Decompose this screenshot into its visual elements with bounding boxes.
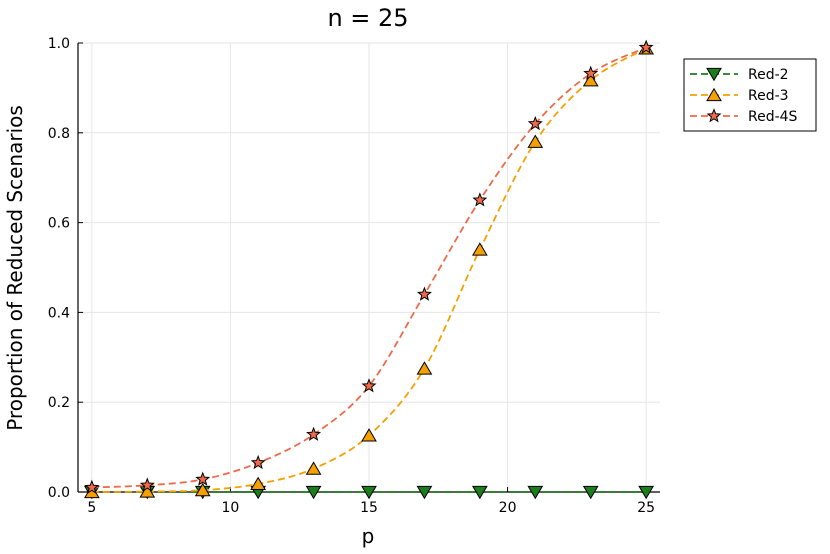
- x-tick-label: 25: [637, 500, 655, 516]
- data-point: [471, 485, 488, 500]
- data-point: [416, 361, 433, 375]
- data-point: [139, 484, 156, 498]
- x-tick-label: 20: [499, 500, 517, 516]
- series-red-4s: [84, 39, 654, 494]
- data-point: [583, 65, 599, 80]
- x-tick-label: 15: [360, 500, 378, 516]
- y-tick-label: 1.0: [48, 36, 70, 52]
- chart-title: n = 25: [327, 4, 408, 32]
- legend-item: Red-3: [690, 87, 789, 104]
- legend-item: Red-2: [690, 67, 789, 83]
- data-point: [84, 479, 100, 494]
- data-point: [638, 39, 654, 54]
- legend: Red-2 Red-3 Red-4S: [683, 58, 817, 132]
- data-point: [361, 378, 377, 393]
- data-point: [416, 485, 433, 500]
- legend-label: Red-4S: [748, 109, 798, 125]
- y-tick-label: 0.0: [48, 485, 70, 501]
- y-tick-label: 0.8: [48, 126, 70, 142]
- data-point: [471, 242, 488, 256]
- data-point: [527, 485, 544, 500]
- y-tick-label: 0.6: [48, 216, 70, 232]
- legend-marker: [706, 87, 722, 102]
- data-point: [582, 485, 599, 500]
- data-point: [305, 485, 322, 500]
- x-tick-label: 5: [87, 500, 96, 516]
- data-point: [194, 482, 211, 497]
- y-tick-labels: 0.0 0.2 0.4 0.6 0.8 1.0: [48, 36, 70, 501]
- legend-label: Red-3: [748, 88, 789, 104]
- legend-marker: [706, 67, 722, 82]
- data-point: [250, 454, 266, 470]
- grid: [78, 42, 660, 493]
- legend-label: Red-2: [748, 67, 789, 83]
- data-point: [527, 115, 543, 131]
- x-axis-label: p: [362, 524, 375, 548]
- x-tick-labels: 5 10 15 20 25: [87, 500, 655, 516]
- data-point: [638, 485, 655, 500]
- data-point: [306, 426, 322, 441]
- data-point: [250, 476, 267, 491]
- data-point: [195, 471, 211, 486]
- series-line: [91, 46, 647, 489]
- y-tick-label: 0.4: [48, 305, 70, 321]
- data-point: [472, 192, 488, 207]
- series-group: [83, 39, 655, 500]
- x-tick-label: 10: [222, 500, 240, 516]
- data-point: [416, 286, 432, 301]
- data-point: [582, 72, 599, 87]
- legend-item: Red-4S: [690, 108, 798, 125]
- y-tick-label: 0.2: [48, 395, 70, 411]
- data-point: [361, 428, 377, 442]
- legend-marker: [706, 108, 722, 123]
- data-point: [527, 134, 544, 148]
- y-axis-label: Proportion of Reduced Scenarios: [3, 105, 27, 431]
- data-point: [361, 485, 377, 500]
- data-point: [305, 461, 322, 475]
- data-point: [139, 477, 155, 492]
